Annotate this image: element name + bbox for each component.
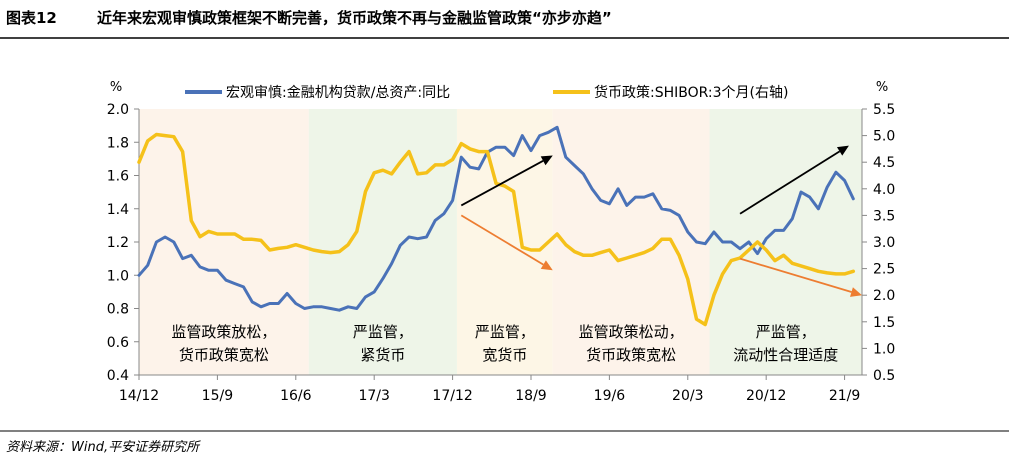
figure-title: 近年来宏观审慎政策框架不断完善，货币政策不再与金融监管政策“亦步亦趋” <box>97 9 612 27</box>
right-tick-label-7: 4.0 <box>873 182 895 198</box>
trend-arrow-head-0 <box>540 155 553 166</box>
region-label-2-0: 严监管， <box>475 323 535 341</box>
region-label-1-0: 严监管， <box>353 323 413 341</box>
x-tick-label-7: 20/3 <box>672 388 703 404</box>
right-tick-label-0: 0.5 <box>873 368 895 384</box>
left-axis-unit: % <box>110 80 122 95</box>
left-tick-label-2: 0.8 <box>107 302 129 318</box>
x-tick-label-3: 17/3 <box>358 388 389 404</box>
x-axis-ticks: 14/12 15/9 16/6 17/3 17/12 18/9 19/6 20/3 20/12 2… <box>119 375 860 404</box>
right-tick-label-2: 1.5 <box>873 315 895 331</box>
right-tick-label-6: 3.5 <box>873 208 895 224</box>
region-label-3-1: 货币政策宽松 <box>586 346 676 364</box>
region-band-1 <box>308 109 457 375</box>
trend-arrow-head-3 <box>850 287 862 297</box>
right-tick-label-9: 5.0 <box>873 129 895 145</box>
figure-number: 图表12 <box>6 9 57 27</box>
left-tick-label-7: 1.8 <box>107 135 129 151</box>
right-axis-unit: % <box>876 80 888 95</box>
x-tick-label-2: 16/6 <box>280 388 312 404</box>
series-lines <box>137 125 856 327</box>
legend-label-macro-prudential: 宏观审慎:金融机构贷款/总资产:同比 <box>226 85 450 101</box>
x-tick-label-6: 19/6 <box>594 388 626 404</box>
right-tick-label-1: 1.0 <box>873 341 895 357</box>
right-tick-label-4: 2.5 <box>873 262 895 278</box>
legend-label-shibor: 货币政策:SHIBOR:3个月(右轴) <box>594 84 788 101</box>
trend-arrow-3 <box>739 257 862 297</box>
trend-arrow-shaft-0 <box>460 160 544 207</box>
trend-arrow-head-2 <box>836 145 849 156</box>
region-label-3-0: 监管政策松动， <box>579 323 684 341</box>
left-tick-label-4: 1.2 <box>107 235 129 251</box>
x-tick-label-9: 21/9 <box>829 388 860 404</box>
trend-arrow-2 <box>739 145 849 215</box>
left-tick-label-6: 1.6 <box>107 169 129 185</box>
left-tick-label-8: 2.0 <box>107 102 129 118</box>
region-label-0-0: 监管政策放松， <box>171 323 276 341</box>
right-tick-label-3: 2.0 <box>873 288 895 304</box>
series-line-macro-prudential <box>137 125 855 312</box>
trend-arrow-0 <box>460 155 553 207</box>
left-tick-label-0: 0.4 <box>107 368 129 384</box>
x-tick-label-4: 17/12 <box>432 388 472 404</box>
left-tick-label-5: 1.4 <box>107 202 129 218</box>
right-axis-ticks: 0.5 1.0 1.5 2.0 2.5 3.0 3.5 4.0 4.5 5.0 5.5 <box>862 102 895 384</box>
series-line-shibor <box>137 132 856 327</box>
region-band-3 <box>552 109 710 375</box>
region-label-4-0: 严监管， <box>756 323 816 341</box>
region-label-4-1: 流动性合理适度 <box>733 346 838 364</box>
trend-arrows <box>460 145 862 297</box>
right-tick-label-8: 4.5 <box>873 155 895 171</box>
region-band-0 <box>139 109 309 375</box>
region-bands <box>139 109 862 375</box>
region-label-0-1: 货币政策宽松 <box>179 346 269 364</box>
trend-arrow-shaft-1 <box>460 214 544 266</box>
trend-arrow-shaft-2 <box>739 150 841 215</box>
x-tick-label-8: 20/12 <box>746 388 786 404</box>
source-note: 资料来源：Wind,平安证券研究所 <box>6 439 201 455</box>
right-tick-label-5: 3.0 <box>873 235 895 251</box>
region-label-2-1: 宽货币 <box>482 346 527 364</box>
x-tick-label-5: 18/9 <box>515 388 546 404</box>
left-tick-label-1: 0.6 <box>107 335 129 351</box>
region-labels: 监管政策放松， 货币政策宽松 严监管， 紧货币 严监管， 宽货币 监管政策松动， 货币政策宽松… <box>171 323 838 364</box>
left-tick-label-3: 1.0 <box>107 268 129 284</box>
trend-arrow-shaft-3 <box>739 257 852 293</box>
right-tick-label-10: 5.5 <box>873 102 895 118</box>
x-tick-label-0: 14/12 <box>119 388 159 404</box>
left-axis-ticks: 0.4 0.6 0.8 1.0 1.2 1.4 1.6 1.8 2.0 <box>107 102 139 384</box>
legend: 宏观审慎:金融机构贷款/总资产:同比 货币政策:SHIBOR:3个月(右轴) <box>185 84 788 101</box>
region-label-1-1: 紧货币 <box>360 346 405 364</box>
x-tick-label-1: 15/9 <box>202 388 233 404</box>
trend-arrow-1 <box>460 214 553 271</box>
trend-arrow-head-1 <box>540 260 553 271</box>
